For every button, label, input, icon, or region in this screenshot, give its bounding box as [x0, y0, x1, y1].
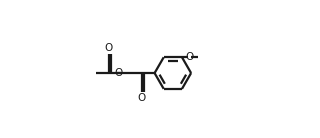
Text: O: O — [105, 43, 113, 53]
Text: O: O — [185, 52, 194, 62]
Text: O: O — [138, 93, 146, 103]
Text: O: O — [115, 68, 123, 78]
